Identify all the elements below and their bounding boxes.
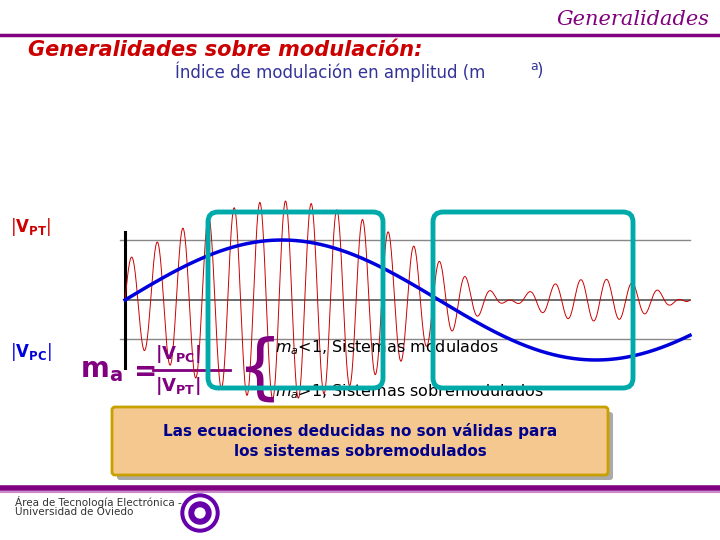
Text: Las ecuaciones deducidas no son válidas para: Las ecuaciones deducidas no son válidas … [163,423,557,439]
Text: $\mathbf{|V_{PT}|}$: $\mathbf{|V_{PT}|}$ [155,375,200,397]
Text: ): ) [537,62,544,80]
Text: $m_a$<1, Sistemas modulados: $m_a$<1, Sistemas modulados [275,339,499,357]
Text: Universidad de Oviedo: Universidad de Oviedo [15,507,133,517]
Text: Índice de modulación en amplitud (m: Índice de modulación en amplitud (m [175,62,485,83]
Text: Generalidades sobre modulación:: Generalidades sobre modulación: [28,40,423,60]
Text: a: a [530,60,538,73]
Text: $m_a$>1, Sistemas sobremodulados: $m_a$>1, Sistemas sobremodulados [275,383,544,401]
FancyBboxPatch shape [112,407,608,475]
Text: Generalidades: Generalidades [557,10,710,29]
Text: $|\mathbf{V_{PT}}|$: $|\mathbf{V_{PT}}|$ [10,216,51,238]
Text: $\mathbf{|V_{PC}|}$: $\mathbf{|V_{PC}|}$ [155,343,201,365]
Circle shape [189,502,211,524]
Text: $\mathbf{m_a}$: $\mathbf{m_a}$ [80,356,123,384]
Text: Área de Tecnología Electrónica -: Área de Tecnología Electrónica - [15,496,181,508]
Text: ⊕: ⊕ [196,508,204,518]
Text: $\mathbf{=}$: $\mathbf{=}$ [128,356,156,384]
Text: {: { [237,335,283,404]
Text: $|\mathbf{V_{PC}}|$: $|\mathbf{V_{PC}}|$ [10,341,52,363]
Circle shape [181,494,219,532]
Circle shape [195,508,205,518]
Text: los sistemas sobremodulados: los sistemas sobremodulados [233,444,487,460]
FancyBboxPatch shape [117,412,613,480]
Circle shape [185,498,215,528]
